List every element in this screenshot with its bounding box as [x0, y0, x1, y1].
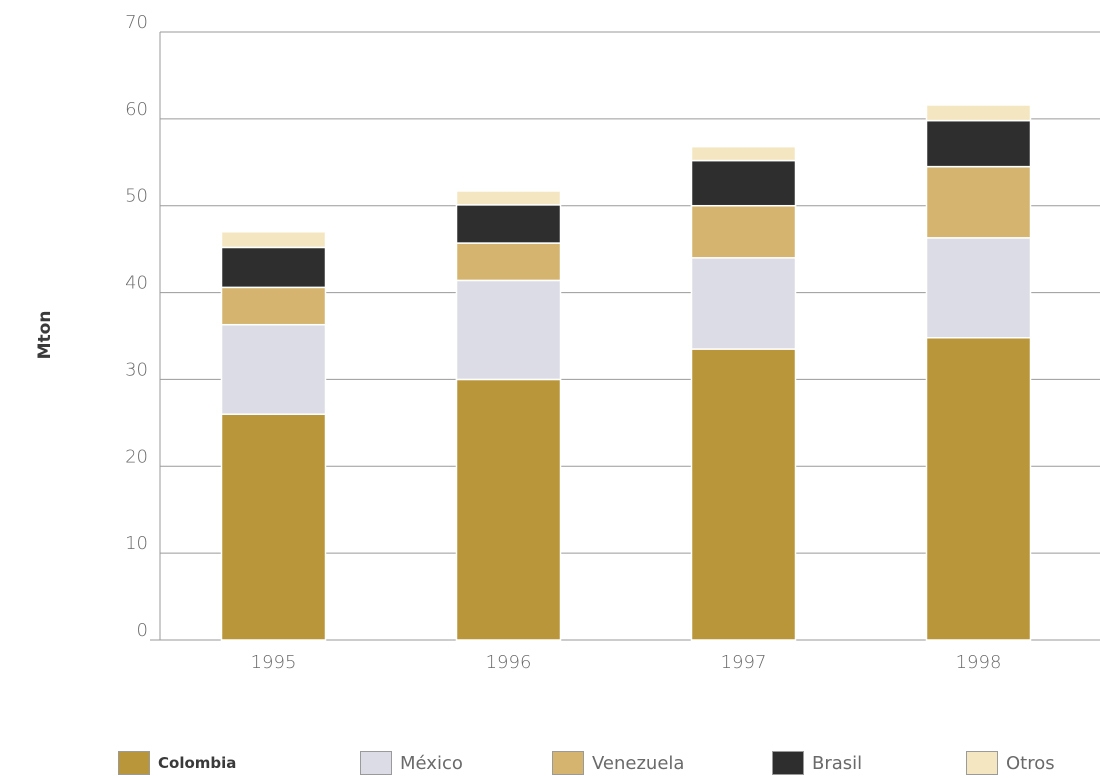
legend-label-brasil: Brasil — [812, 752, 863, 774]
bar-1998-otros — [925, 104, 1032, 122]
x-tick-label-1998: 1998 — [956, 652, 1002, 673]
bar-1997-mxico — [690, 257, 797, 350]
bars — [220, 104, 1032, 641]
y-tick-label-60: 60 — [125, 99, 148, 120]
legend-label-venezuela: Venezuela — [592, 752, 685, 774]
y-tick-label-30: 30 — [125, 359, 148, 380]
y-tick-label-40: 40 — [125, 273, 148, 294]
legend: Colombia México Venezuela Brasil Otros — [0, 748, 1100, 778]
y-tick-label-20: 20 — [125, 446, 148, 467]
bar-1995-colombia — [220, 413, 327, 641]
y-tick-label-50: 50 — [125, 186, 148, 207]
y-tick-label-10: 10 — [125, 533, 148, 554]
y-tick-label-70: 70 — [125, 12, 148, 33]
bar-1996-colombia — [455, 378, 562, 641]
stacked-bar-chart: 0 10 20 30 40 50 60 70 1995 1996 1997 1998 Mton — [35, 12, 1100, 673]
legend-swatch-otros — [966, 751, 998, 775]
bar-1997-venezuela — [690, 204, 797, 259]
legend-label-colombia: Colombia — [158, 754, 237, 772]
bar-1998-colombia — [925, 336, 1032, 641]
legend-item-brasil: Brasil — [772, 748, 862, 778]
bar-1996-otros — [455, 190, 562, 206]
legend-item-colombia: Colombia — [118, 748, 236, 778]
x-tick-label-1995: 1995 — [251, 652, 297, 673]
bar-1995-mxico — [220, 323, 327, 415]
legend-label-mexico: México — [400, 752, 463, 774]
bar-1996-venezuela — [455, 242, 562, 282]
legend-label-otros: Otros — [1006, 752, 1055, 774]
bar-1997-otros — [690, 145, 797, 162]
bar-1995-brasil — [220, 246, 327, 289]
bar-1997-colombia — [690, 348, 797, 641]
legend-item-venezuela: Venezuela — [552, 748, 684, 778]
legend-swatch-colombia — [118, 751, 150, 775]
bar-1997-brasil — [690, 159, 797, 207]
bar-1998-brasil — [925, 119, 1032, 168]
legend-item-otros: Otros — [966, 748, 1055, 778]
x-tick-label-1997: 1997 — [721, 652, 767, 673]
bar-1995-otros — [220, 231, 327, 249]
bar-1998-mxico — [925, 237, 1032, 339]
legend-item-mexico: México — [360, 748, 463, 778]
bar-1995-venezuela — [220, 286, 327, 326]
legend-swatch-mexico — [360, 751, 392, 775]
legend-swatch-venezuela — [552, 751, 584, 775]
x-tick-labels: 1995 1996 1997 1998 — [251, 652, 1002, 673]
legend-swatch-brasil — [772, 751, 804, 775]
y-tick-labels: 0 10 20 30 40 50 60 70 — [125, 12, 148, 641]
bar-1998-venezuela — [925, 165, 1032, 239]
bar-1996-brasil — [455, 204, 562, 244]
y-axis-label: Mton — [35, 311, 55, 360]
x-tick-label-1996: 1996 — [486, 652, 532, 673]
y-tick-label-0: 0 — [137, 620, 148, 641]
bar-1996-mxico — [455, 279, 562, 381]
